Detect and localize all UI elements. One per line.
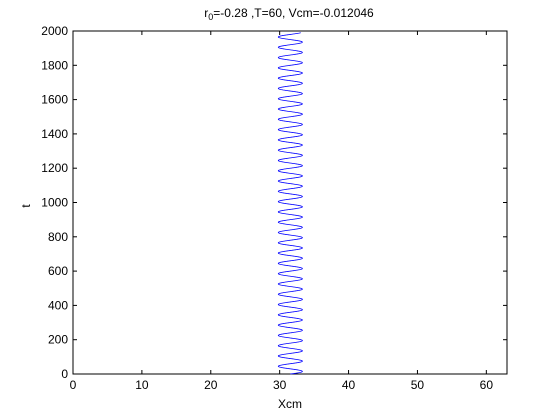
y-tick-label: 1200 (41, 161, 68, 175)
chart-title-subscript: 0 (208, 12, 213, 22)
x-tick-label: 60 (480, 378, 494, 392)
x-tick-label: 0 (70, 378, 77, 392)
x-tick-label: 50 (411, 378, 425, 392)
y-axis-label: t (19, 204, 33, 208)
chart-title: r0=-0.28 ,T=60, Vcm=-0.012046 (204, 6, 374, 22)
y-tick-label: 800 (48, 230, 68, 244)
y-tick-label: 1600 (41, 93, 68, 107)
x-tick-label: 30 (273, 378, 287, 392)
tick-layer: 0 10 20 30 40 50 60020040060080010001200140016… (41, 24, 507, 392)
y-tick-label: 1800 (41, 58, 68, 72)
x-tick-label: 10 (135, 378, 149, 392)
y-tick-label: 1400 (41, 127, 68, 141)
y-tick-label: 400 (48, 298, 68, 312)
series-line (277, 32, 303, 375)
y-tick-label: 600 (48, 264, 68, 278)
x-axis-label: Xcm (278, 397, 302, 411)
x-tick-label: 40 (342, 378, 356, 392)
chart-title-rest: =-0.28 ,T=60, Vcm=-0.012046 (213, 6, 374, 20)
series-layer (277, 32, 303, 375)
x-tick-label: 20 (204, 378, 218, 392)
chart-title-prefix: r (204, 6, 208, 20)
y-tick-label: 1000 (41, 196, 68, 210)
y-tick-label: 2000 (41, 24, 68, 38)
y-tick-label: 0 (61, 367, 68, 381)
y-tick-label: 200 (48, 333, 68, 347)
plot-area (72, 30, 508, 375)
